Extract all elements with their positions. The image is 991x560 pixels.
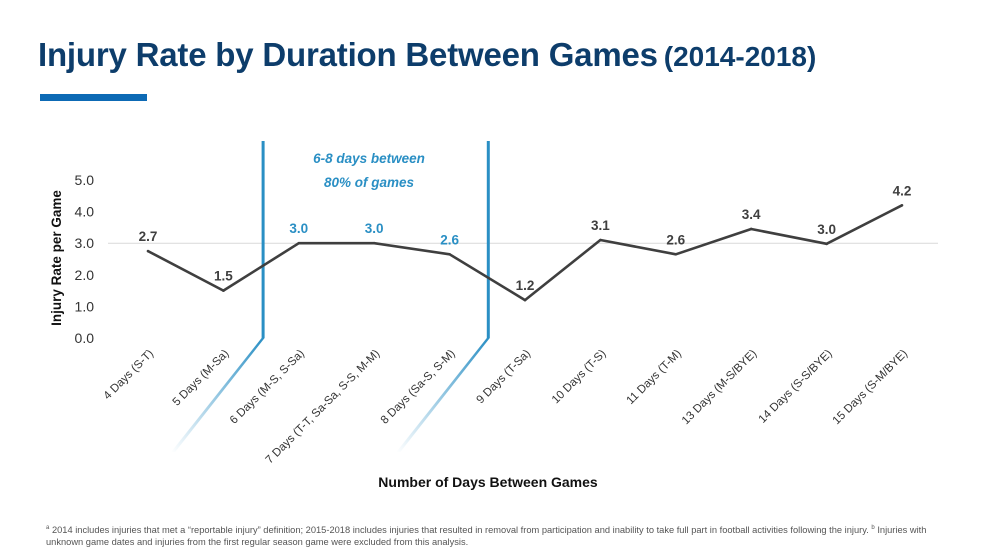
data-label: 1.5 [214, 269, 233, 284]
data-point [825, 242, 828, 246]
band-left-line [261, 141, 265, 338]
data-label: 3.1 [591, 218, 610, 233]
page-title: Injury Rate by Duration Between Games (20… [38, 36, 816, 74]
annotation-line-1: 6-8 days between [313, 151, 425, 166]
data-point [372, 241, 376, 245]
x-tick-label: 8 Days (Sa-S, S-M) [379, 348, 458, 427]
footnote: a 2014 includes injuries that met a “rep… [46, 522, 951, 548]
x-tick-label: 4 Days (S-T) [102, 348, 157, 403]
data-label: 3.0 [365, 221, 384, 236]
title-accent-bar [40, 94, 147, 101]
y-tick-label: 1.0 [75, 298, 95, 314]
x-tick-label: 15 Days (S-M/BYE) [831, 348, 911, 428]
x-tick-label: 14 Days (S-S/BYE) [757, 348, 835, 426]
y-tick-label: 3.0 [75, 235, 95, 251]
footnote-text-b: Injuries with unknown game dates and inj… [46, 525, 927, 548]
y-axis-title: Injury Rate per Game [49, 190, 64, 326]
data-label: 3.4 [742, 207, 761, 222]
data-point [674, 252, 678, 256]
x-tick-label: 10 Days (T-S) [550, 348, 609, 407]
data-point [222, 289, 225, 292]
data-point [523, 298, 527, 302]
data-label: 2.6 [440, 232, 459, 247]
data-label: 4.2 [893, 183, 912, 198]
title-years: (2014-2018) [663, 41, 817, 72]
band-right-line [486, 141, 490, 338]
y-tick-label: 0.0 [75, 330, 95, 346]
footnote-marker-b: b [871, 525, 875, 531]
x-tick-label: 11 Days (T-M) [625, 348, 685, 408]
band-left-fade [171, 338, 265, 452]
x-tick-label: 5 Days (M-Sa) [171, 348, 232, 409]
annotation-line-2: 80% of games [324, 175, 415, 190]
footnote-text-a: 2014 includes injuries that met a “repor… [51, 525, 869, 536]
x-tick-label: 6 Days (M-S, S-Sa) [228, 348, 307, 427]
data-point [448, 252, 451, 256]
data-label: 3.0 [289, 221, 308, 236]
data-label: 3.0 [817, 222, 836, 237]
data-point [297, 241, 301, 245]
data-point [146, 249, 150, 253]
data-label: 2.7 [139, 229, 158, 244]
x-tick-label: 13 Days (M-S/BYE) [680, 348, 760, 428]
data-point [599, 238, 602, 242]
x-tick-label: 9 Days (T-Sa) [474, 348, 533, 407]
title-main: Injury Rate by Duration Between Games [38, 36, 658, 73]
data-point [900, 203, 904, 207]
y-tick-label: 4.0 [75, 204, 95, 220]
x-axis-title: Number of Days Between Games [378, 474, 598, 490]
data-point [749, 227, 753, 231]
band-right-fade [396, 338, 490, 452]
data-label: 2.6 [666, 232, 685, 247]
y-tick-label: 5.0 [75, 172, 95, 188]
injury-rate-chart: 2.7 1.5 3.0 3.0 2.6 1.2 3.1 2.6 3.4 3.0 4.2 0.0 1.0… [49, 141, 938, 490]
y-tick-label: 2.0 [75, 267, 95, 283]
data-label: 1.2 [516, 278, 535, 293]
footnote-marker-a: a [46, 525, 50, 531]
